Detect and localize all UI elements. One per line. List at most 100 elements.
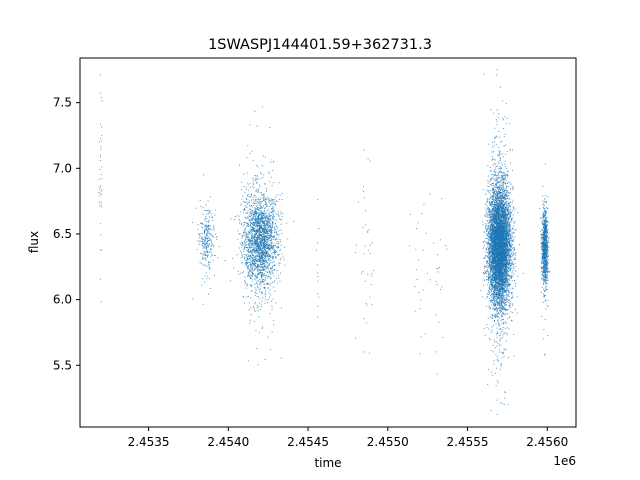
data-point [245, 287, 247, 289]
data-point [505, 153, 507, 155]
data-point [268, 199, 270, 201]
data-point [435, 351, 437, 353]
data-point [247, 261, 249, 263]
data-point [245, 212, 247, 214]
data-point [366, 304, 368, 306]
data-point [273, 210, 275, 212]
data-point [100, 173, 102, 175]
data-point [491, 173, 493, 175]
data-points [98, 69, 551, 415]
data-point [267, 238, 269, 240]
data-point [251, 265, 253, 267]
data-point [504, 314, 506, 316]
data-point [275, 238, 277, 240]
data-point [255, 240, 257, 242]
data-point [274, 251, 276, 253]
data-point [504, 392, 506, 394]
data-point [280, 241, 282, 243]
data-point [278, 218, 280, 220]
data-point [262, 215, 264, 217]
data-point [259, 249, 261, 251]
data-point [210, 248, 212, 250]
data-point [247, 251, 249, 253]
data-point [273, 236, 275, 238]
data-point [281, 219, 283, 221]
data-point [275, 278, 277, 280]
data-point [250, 262, 252, 264]
data-point [409, 245, 411, 247]
data-point [201, 232, 203, 234]
data-point [250, 307, 252, 309]
data-point [203, 239, 205, 241]
data-point [204, 226, 206, 228]
data-point [506, 332, 508, 334]
data-point [244, 241, 246, 243]
data-point [253, 222, 255, 224]
data-point [371, 303, 373, 305]
data-point [267, 262, 269, 264]
data-point [259, 279, 261, 281]
data-point [262, 251, 264, 253]
data-point [251, 263, 253, 265]
data-point [490, 203, 492, 205]
data-point [261, 212, 263, 214]
data-point [205, 246, 207, 248]
data-point [207, 262, 209, 264]
data-point [501, 316, 503, 318]
data-point [251, 251, 253, 253]
data-point [259, 308, 261, 310]
data-point [505, 229, 507, 231]
data-point [255, 233, 257, 235]
data-point [265, 295, 267, 297]
data-point [488, 250, 490, 252]
data-point [494, 201, 496, 203]
data-point [263, 244, 265, 246]
data-point [204, 241, 206, 243]
data-point [268, 264, 270, 266]
data-point [499, 165, 501, 167]
data-point [202, 242, 204, 244]
data-point [260, 275, 262, 277]
data-point [502, 119, 504, 121]
data-point [250, 314, 252, 316]
data-point [251, 243, 253, 245]
data-point [255, 213, 257, 215]
data-point [267, 196, 269, 198]
data-point [267, 275, 269, 277]
data-point [207, 252, 209, 254]
data-point [409, 213, 411, 215]
data-point [263, 287, 265, 289]
data-point [509, 215, 511, 217]
data-point [504, 178, 506, 180]
data-point [272, 235, 274, 237]
data-point [266, 240, 268, 242]
data-point [272, 210, 274, 212]
data-point [497, 172, 499, 174]
data-point [251, 258, 253, 260]
data-point [206, 230, 208, 232]
data-point [487, 208, 489, 210]
data-point [206, 232, 208, 234]
data-point [252, 210, 254, 212]
data-point [270, 228, 272, 230]
data-point [252, 221, 254, 223]
data-point [272, 199, 274, 201]
data-point [254, 279, 256, 281]
data-point [248, 238, 250, 240]
data-point [498, 297, 500, 299]
data-point [237, 271, 239, 273]
data-point [202, 241, 204, 243]
data-point [265, 232, 267, 234]
data-point [502, 239, 504, 241]
data-point [254, 275, 256, 277]
data-point [242, 272, 244, 274]
data-point [498, 177, 500, 179]
data-point [510, 230, 512, 232]
data-point [265, 215, 267, 217]
data-point [263, 215, 265, 217]
data-point [483, 272, 484, 274]
data-point [255, 242, 257, 244]
data-point [99, 205, 101, 207]
data-point [254, 214, 256, 216]
data-point [505, 291, 507, 293]
